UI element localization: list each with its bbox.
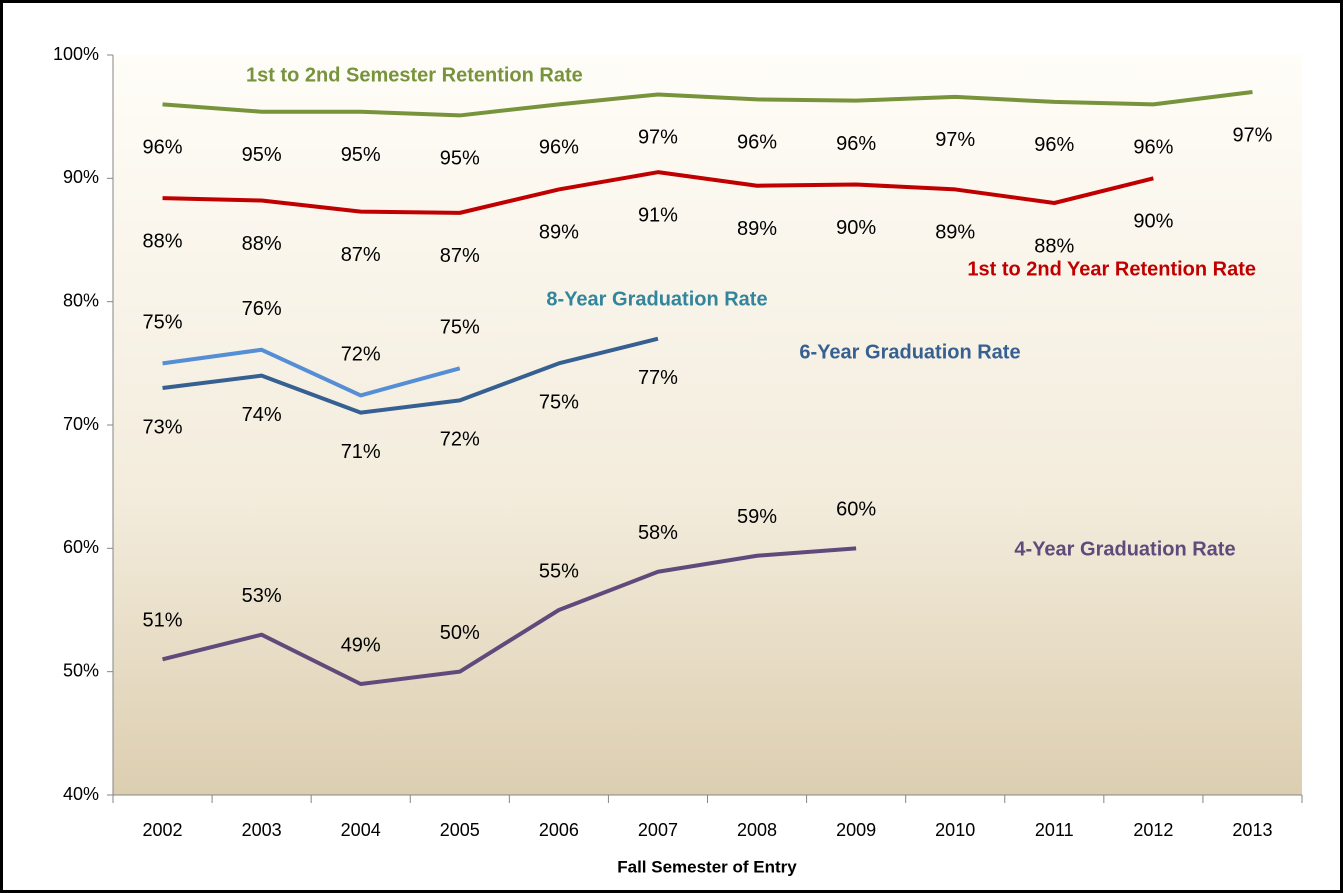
- series-label: 6-Year Graduation Rate: [799, 341, 1020, 363]
- data-label: 95%: [242, 144, 282, 166]
- data-label: 76%: [242, 298, 282, 320]
- x-tick-label: 2005: [440, 820, 480, 840]
- data-label: 97%: [935, 129, 975, 151]
- data-label: 96%: [143, 137, 183, 159]
- plot-area: [113, 55, 1302, 795]
- data-label: 58%: [638, 522, 678, 544]
- series-line: [162, 347, 461, 398]
- x-tick-label: 2006: [539, 820, 579, 840]
- data-label: 88%: [1034, 235, 1074, 257]
- data-label: 49%: [341, 634, 381, 656]
- data-label: 89%: [539, 222, 579, 244]
- y-tick-label: 70%: [63, 414, 99, 434]
- data-label: 96%: [1133, 137, 1173, 159]
- data-label: 96%: [836, 133, 876, 155]
- series-line: [162, 170, 1154, 215]
- series-label: 8-Year Graduation Rate: [546, 288, 767, 310]
- x-axis-title: Fall Semester of Entry: [617, 857, 797, 876]
- data-label: 73%: [143, 416, 183, 438]
- data-label: 55%: [539, 560, 579, 582]
- series-label: 1st to 2nd Year Retention Rate: [967, 258, 1256, 280]
- data-label: 95%: [341, 144, 381, 166]
- data-label: 59%: [737, 506, 777, 528]
- x-tick-label: 2011: [1035, 820, 1074, 840]
- data-label: 89%: [737, 218, 777, 240]
- data-label: 87%: [440, 245, 480, 267]
- y-tick-label: 90%: [63, 167, 99, 187]
- x-tick-label: 2007: [638, 820, 678, 840]
- data-label: 96%: [737, 132, 777, 154]
- x-tick-label: 2013: [1232, 820, 1272, 840]
- data-label: 51%: [143, 610, 183, 632]
- data-label: 90%: [1133, 211, 1173, 233]
- x-tick-label: 2009: [836, 820, 876, 840]
- y-tick-label: 40%: [63, 784, 99, 804]
- series-line: [162, 90, 1253, 118]
- data-label: 50%: [440, 622, 480, 644]
- x-tick-label: 2004: [341, 820, 381, 840]
- data-label: 89%: [935, 222, 975, 244]
- x-tick-label: 2010: [935, 820, 975, 840]
- data-label: 75%: [143, 312, 183, 334]
- series-label: 1st to 2nd Semester Retention Rate: [246, 64, 583, 86]
- data-label: 97%: [1232, 124, 1272, 146]
- data-label: 95%: [440, 148, 480, 170]
- data-label: 77%: [638, 367, 678, 389]
- x-tick-label: 2012: [1133, 820, 1173, 840]
- data-label: 90%: [836, 217, 876, 239]
- data-label: 88%: [242, 233, 282, 255]
- data-label: 75%: [440, 317, 480, 339]
- data-label: 88%: [143, 230, 183, 252]
- series-line: [162, 546, 857, 686]
- data-label: 72%: [440, 429, 480, 451]
- y-tick-label: 100%: [53, 44, 99, 64]
- data-label: 87%: [341, 244, 381, 266]
- data-label: 91%: [638, 204, 678, 226]
- data-label: 74%: [242, 404, 282, 426]
- data-label: 71%: [341, 441, 381, 463]
- x-tick-label: 2002: [143, 820, 183, 840]
- y-tick-label: 60%: [63, 537, 99, 557]
- series-label: 4-Year Graduation Rate: [1014, 538, 1235, 560]
- y-tick-label: 80%: [63, 290, 99, 310]
- data-label: 96%: [1034, 134, 1074, 156]
- y-tick-label: 50%: [63, 660, 99, 680]
- data-label: 72%: [341, 344, 381, 366]
- series-line: [162, 336, 659, 415]
- data-label: 60%: [836, 499, 876, 521]
- data-label: 53%: [242, 585, 282, 607]
- data-label: 96%: [539, 137, 579, 159]
- data-label: 97%: [638, 127, 678, 149]
- data-label: 75%: [539, 392, 579, 414]
- x-tick-label: 2008: [737, 820, 777, 840]
- x-tick-label: 2003: [242, 820, 282, 840]
